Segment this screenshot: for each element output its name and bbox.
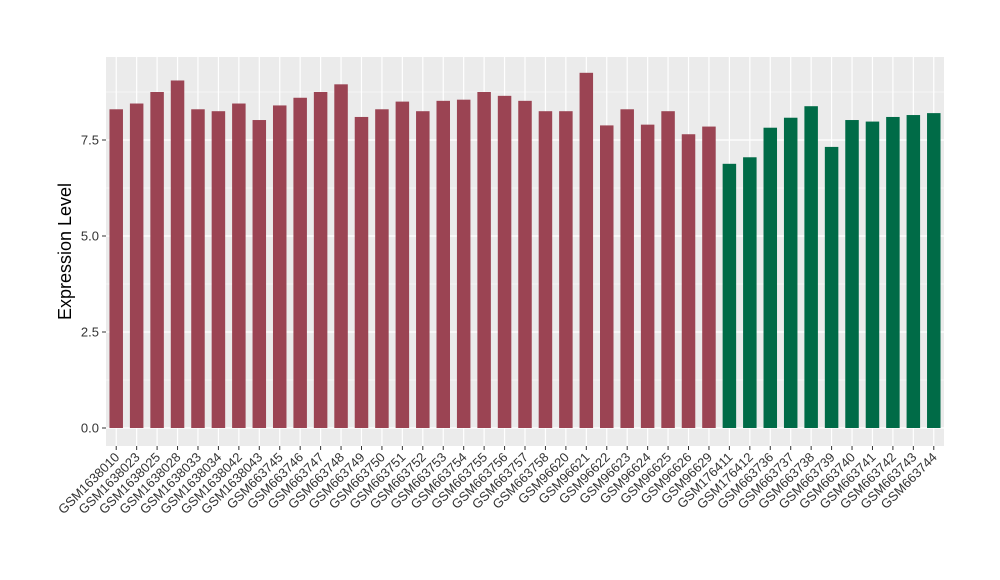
bar-GSM663755 [477, 92, 491, 428]
bar-GSM663740 [845, 120, 859, 429]
bar-GSM663744 [927, 113, 941, 429]
bar-GSM663752 [416, 111, 430, 428]
y-tick-label: 5.0 [81, 229, 99, 244]
bar-GSM663753 [436, 100, 450, 428]
bar-GSM663745 [272, 105, 287, 428]
x-axis: GSM1638010GSM1638023GSM1638025GSM1638028… [55, 446, 940, 517]
bar-GSM1638034 [211, 111, 226, 428]
bar-GSM176411 [722, 163, 737, 429]
y-tick-label: 0.0 [81, 421, 99, 436]
bar-GSM663743 [906, 115, 921, 428]
bar-GSM663757 [518, 100, 532, 428]
bar-GSM663749 [354, 116, 369, 429]
bar-GSM663750 [375, 109, 389, 428]
bar-GSM663756 [497, 95, 512, 428]
bar-GSM663742 [886, 116, 900, 429]
bar-GSM96626 [681, 134, 696, 429]
y-axis: 0.0 2.5 5.0 7.5 [81, 133, 106, 436]
bars [109, 72, 941, 429]
bar-GSM663741 [865, 121, 880, 429]
bar-GSM663739 [824, 146, 839, 429]
y-tick-label: 2.5 [81, 325, 99, 340]
bar-GSM663737 [783, 117, 798, 428]
bar-GSM663747 [313, 92, 328, 428]
bar-GSM96624 [640, 124, 655, 428]
bar-GSM1638033 [191, 109, 205, 428]
bar-GSM1638010 [109, 109, 123, 428]
bar-GSM663746 [293, 97, 307, 428]
bar-GSM96621 [579, 72, 594, 429]
bar-GSM663751 [395, 101, 410, 428]
bar-GSM96625 [661, 111, 675, 428]
bar-GSM1638042 [232, 103, 246, 429]
bar-GSM96620 [559, 111, 573, 428]
y-tick-label: 7.5 [81, 133, 99, 148]
bar-GSM176412 [743, 157, 757, 428]
bar-GSM663758 [538, 111, 553, 428]
bar-GSM663738 [804, 106, 818, 428]
y-axis-title: Expression Level [55, 183, 75, 320]
bar-GSM96622 [600, 125, 614, 429]
bar-GSM1638025 [150, 92, 164, 428]
bar-GSM663754 [456, 99, 471, 429]
bar-GSM96623 [620, 109, 634, 428]
bar-GSM663736 [763, 127, 778, 428]
bar-GSM1638028 [170, 80, 185, 428]
bar-GSM1638023 [129, 103, 144, 429]
bar-GSM663748 [334, 84, 348, 428]
bar-GSM96629 [702, 126, 716, 428]
bar-GSM1638043 [252, 120, 267, 429]
